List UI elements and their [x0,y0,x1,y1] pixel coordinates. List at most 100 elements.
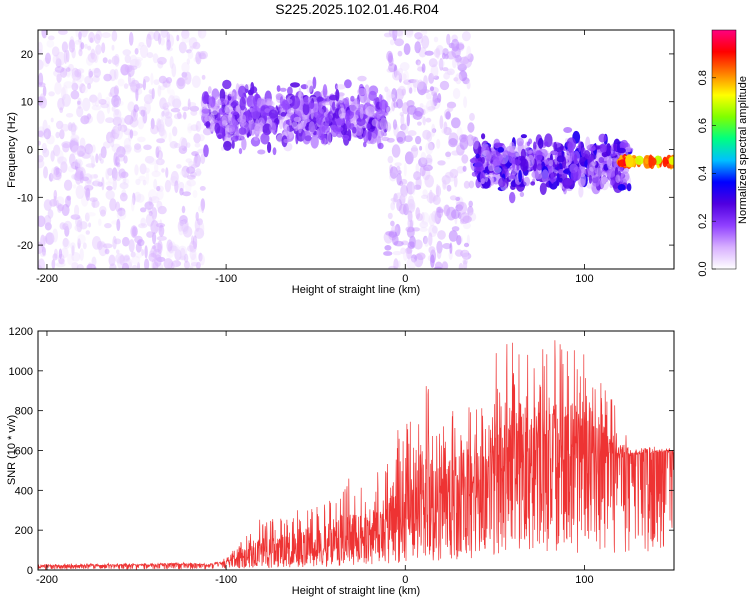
spectrogram-cell [545,159,549,165]
spectrogram-cell [191,151,199,157]
spectrogram-cell [415,59,421,66]
spectrogram-cell [71,145,80,155]
snr-x-tick-label: 100 [575,574,593,586]
spectrogram-cell [449,168,459,179]
spectrogram-cell [462,77,470,85]
spectrogram-cell [161,111,165,117]
spectrogram-cell [526,154,535,168]
spectrogram-cell [78,31,82,40]
spectrogram-cell [578,185,584,198]
spectrogram-cell [205,121,211,128]
spectrogram-cell [441,128,450,135]
spectrogram-cell [201,91,209,105]
spectrogram-cell [166,39,171,51]
spectrogram-cell [392,196,396,205]
spectrogram-cell [425,142,434,155]
snr-line [38,340,674,570]
spectrogram-cell [48,91,55,97]
spectrogram-cell [386,106,393,114]
spectrogram-cell [191,75,201,88]
spectrogram-cell [433,36,439,43]
spectrogram-cell [650,157,657,166]
spectrogram-cell [57,156,67,165]
spectrogram-cell [260,132,270,145]
spectrogram-cell [79,83,86,94]
snr-y-tick-label: 200 [15,525,33,537]
spectrogram-cell [463,260,468,269]
spectrogram-cell [241,137,247,151]
spectrogram-cell [389,39,395,46]
spectrogram-cell [144,167,150,173]
spectrogram-cell [74,69,82,78]
spectrogram-cell [123,177,127,184]
spectrogram-cell [98,218,102,226]
spectrogram-cell [321,125,331,133]
spectrogram-cell [278,118,284,130]
spectrogram-cell [349,103,358,113]
spectrogram-cell [81,176,89,182]
spectrogram-cell [165,167,169,178]
spectrogram-cell [158,123,165,137]
spectrogram-cell [59,107,64,113]
spectrogram-cell [459,134,467,143]
spectrogram-cell [165,77,173,84]
spectrogram-cell [100,146,107,159]
spectrogram-cell [160,129,168,140]
spectrogram-cell [578,140,582,153]
spectrogram-cell [394,30,404,37]
spectrogram-cell [403,162,407,177]
spectrogram-cell [93,50,99,64]
spectrogram-cell [207,86,212,94]
spectrogram-cell [192,41,201,50]
spectrogram-cell [103,73,112,82]
spectrogram-cell [71,122,76,136]
spectrogram-cell [493,158,500,171]
spectrogram-cell [533,141,537,151]
spectrogram-cell [239,119,247,127]
spectrogram-cell [56,120,64,130]
spectrogram-cell [553,141,558,152]
spectrogram-cell [428,72,435,84]
spectrogram-cell [183,260,190,269]
spectrogram-cell [445,70,452,75]
spectrogram-cell [41,30,48,39]
spectrogram-cell [662,156,668,168]
spectrogram-cell [88,70,94,78]
spectrogram-cell [422,129,431,140]
spectrogram-cell [190,253,198,268]
spectrogram-cell [178,145,188,154]
spectrogram-cell [349,123,355,130]
snr-y-tick-label: 600 [15,446,33,458]
spectrogram-cell [113,238,122,245]
spectrogram-cell [70,163,76,169]
spectrogram-cell [554,154,558,165]
spectrogram-cell [160,110,166,121]
spectrogram-cell [410,254,417,263]
spectrogram-y-tick-label: 0 [27,145,33,157]
spectrogram-cell [113,108,122,121]
spectrogram-cell [75,30,79,38]
spectrogram-cell [172,126,178,137]
spectrogram-cell [404,247,413,254]
spectrogram-cell [441,175,451,185]
snr-x-tick-label: 0 [402,574,408,586]
spectrogram-cell [186,166,196,174]
spectrogram-cell [150,72,154,86]
spectrogram-cell [388,94,396,99]
spectrogram-cell [626,183,632,192]
spectrogram-cell [195,211,199,222]
spectrogram-cell [195,120,202,132]
spectrogram-cell [185,158,193,163]
spectrogram-cell [121,262,130,269]
spectrogram-cell [141,249,145,256]
spectrogram-cell [70,90,80,100]
spectrogram-cell [275,133,284,142]
spectrogram-cell [493,142,503,148]
spectrogram-cell [357,75,367,82]
spectrogram-cell [344,79,352,89]
spectrogram-cell [181,30,190,40]
spectrogram-cell [419,227,428,232]
spectrogram-cell [341,134,350,140]
spectrogram-cell [195,170,202,175]
spectrogram-cell [63,81,73,89]
